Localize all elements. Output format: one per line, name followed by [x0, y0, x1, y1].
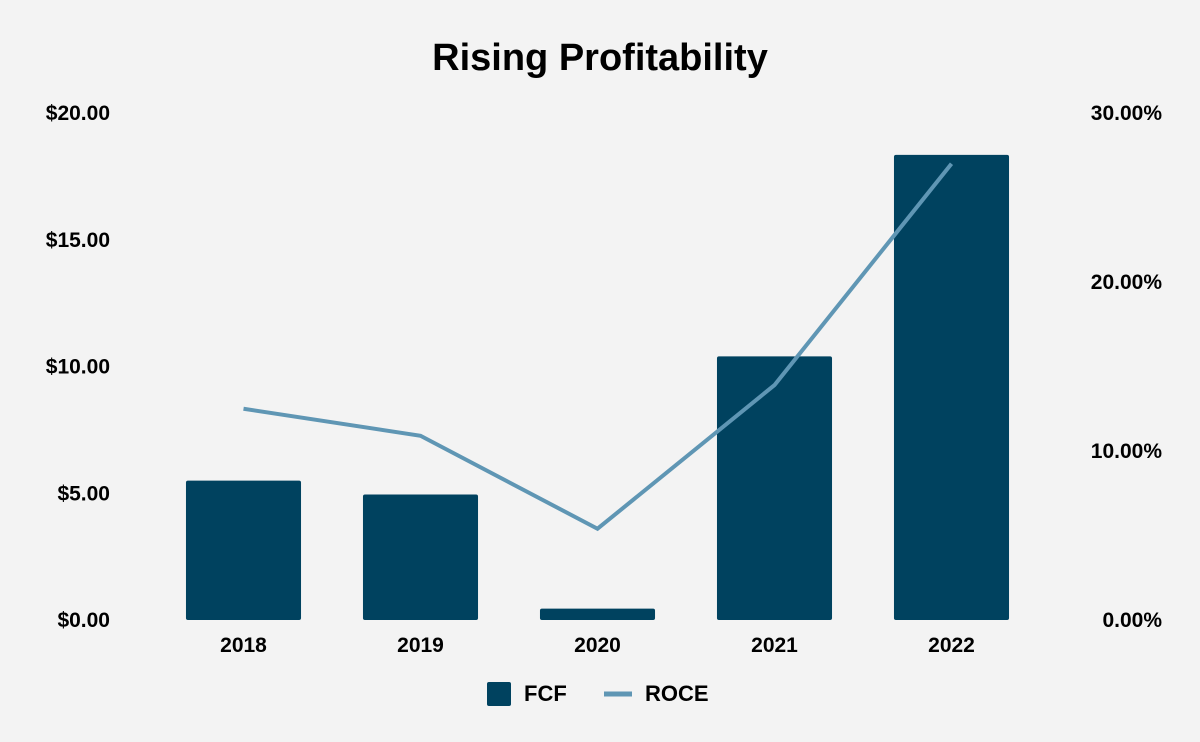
fcf-bar [362, 494, 479, 620]
fcf-bar [893, 154, 1010, 620]
left-axis: $0.00 $5.00 $10.00 $15.00 $20.00 [46, 102, 110, 632]
legend-swatch-fcf [487, 682, 511, 706]
fcf-bar [716, 356, 833, 620]
fcf-bars [185, 154, 1010, 620]
right-tick-label: 0.00% [1102, 609, 1162, 632]
right-axis: 0.00% 10.00% 20.00% 30.00% [1091, 102, 1163, 632]
fcf-bar [539, 608, 656, 620]
x-axis: 2018 2019 2020 2021 2022 [220, 634, 975, 657]
x-tick-label: 2022 [928, 634, 975, 657]
legend-label-roce: ROCE [645, 681, 709, 706]
right-tick-label: 30.00% [1091, 102, 1163, 125]
roce-line [243, 162, 954, 532]
right-tick-label: 20.00% [1091, 271, 1163, 294]
right-tick-label: 10.00% [1091, 440, 1163, 463]
chart-title: Rising Profitability [432, 37, 768, 79]
x-tick-label: 2020 [574, 634, 621, 657]
left-tick-label: $10.00 [46, 356, 110, 379]
left-tick-label: $20.00 [46, 102, 110, 125]
x-tick-label: 2018 [220, 634, 267, 657]
left-tick-label: $15.00 [46, 229, 110, 252]
x-tick-label: 2019 [397, 634, 444, 657]
legend-label-fcf: FCF [524, 681, 567, 706]
fcf-bar [185, 480, 302, 620]
left-tick-label: $0.00 [57, 609, 110, 632]
roce-line-group [243, 162, 954, 532]
x-tick-label: 2021 [751, 634, 798, 657]
left-tick-label: $5.00 [57, 482, 110, 505]
legend: FCF ROCE [487, 681, 709, 706]
